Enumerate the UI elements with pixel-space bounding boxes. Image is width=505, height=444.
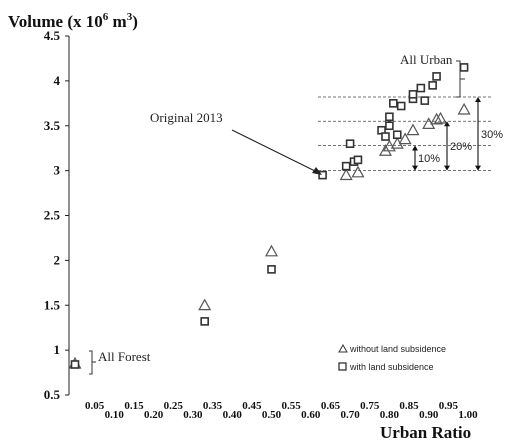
percent-label: 20% — [450, 141, 472, 153]
point-with-subsidence — [408, 90, 418, 99]
y-tick-label: 1.5 — [44, 297, 61, 312]
x-tick-label-lower: 0.20 — [144, 409, 164, 421]
x-tick-label-upper: 0.95 — [439, 400, 459, 412]
y-tick-label: 1 — [54, 342, 61, 357]
percent-brackets: 10% 20% 30% — [412, 97, 503, 171]
legend: without land subsidence with land subsid… — [338, 343, 446, 372]
x-tick-label-lower: 0.60 — [301, 409, 321, 421]
point-with-subsidence — [432, 72, 441, 81]
point-with-subsidence — [345, 139, 355, 148]
x-tick-label-lower: 0.80 — [380, 409, 400, 421]
x-tick-label-upper: 0.15 — [124, 400, 144, 412]
percent-arrow-head — [475, 165, 481, 171]
point-without-subsidence — [406, 123, 420, 136]
percent-label: 30% — [481, 129, 503, 141]
point-without-subsidence — [433, 111, 448, 124]
y-axis-label-unit: m — [108, 12, 126, 31]
point-with-subsidence — [416, 83, 426, 93]
legend-label-with: with land subsidence — [349, 362, 434, 372]
legend-triangle-marker — [338, 343, 348, 353]
point-without-subsidence — [351, 165, 365, 178]
y-ticks: 4.5 4 3.5 3 2.5 2 1.5 1 0.5 — [44, 28, 69, 402]
percent-label: 10% — [418, 153, 440, 165]
x-tick-label-upper: 0.35 — [203, 400, 223, 412]
y-axis-label-close: ) — [132, 12, 138, 31]
y-tick-label: 4.5 — [44, 28, 61, 43]
y-tick-label: 2.5 — [44, 208, 61, 223]
y-tick-label: 2 — [54, 252, 61, 267]
original-2013-label: Original 2013 — [150, 110, 223, 125]
point-with-subsidence — [396, 101, 406, 111]
y-axis-label-text: Volume (x 10 — [8, 12, 103, 31]
point-with-subsidence — [428, 81, 437, 90]
x-tick-label-upper: 0.65 — [321, 400, 341, 412]
all-forest-label: All Forest — [98, 349, 151, 364]
point-without-subsidence — [382, 139, 396, 152]
point-with-subsidence — [341, 161, 351, 171]
x-tick-label-upper: 0.55 — [282, 400, 302, 412]
point-with-subsidence — [353, 155, 363, 165]
y-tick-label: 0.5 — [44, 387, 61, 402]
point-with-subsidence — [385, 121, 394, 131]
data-points — [68, 63, 471, 369]
percent-arrow-head — [444, 165, 450, 171]
x-axis-label: Urban Ratio — [380, 423, 471, 442]
x-tick-label-lower: 0.30 — [183, 409, 203, 421]
point-with-subsidence — [200, 317, 209, 326]
x-tick-label-upper: 0.75 — [360, 400, 380, 412]
x-tick-label-upper: 0.05 — [85, 400, 105, 412]
x-tick-label-lower: 0.90 — [419, 409, 439, 421]
all-urban-label: All Urban — [400, 52, 453, 67]
all-urban-bracket — [456, 60, 465, 98]
point-with-subsidence — [459, 63, 469, 72]
reference-lines — [318, 96, 492, 172]
x-tick-label-lower: 0.10 — [105, 409, 125, 421]
point-with-subsidence — [267, 265, 276, 274]
original-annotation: Original 2013 — [150, 110, 322, 175]
percent-arrow-head — [412, 165, 418, 171]
x-tick-label-upper: 0.25 — [164, 400, 184, 412]
original-arrow — [231, 129, 318, 173]
point-with-subsidence — [389, 99, 398, 108]
y-axis-label-exp: 6 — [103, 11, 109, 23]
percent-arrow-head — [412, 145, 418, 151]
x-tick-label-lower: 0.50 — [262, 409, 282, 421]
point-with-subsidence — [385, 112, 394, 122]
y-tick-label: 3.5 — [44, 118, 61, 133]
all-forest-bracket — [89, 350, 96, 375]
point-with-subsidence — [318, 170, 327, 180]
y-axis-label-unit-exp: 3 — [127, 11, 133, 23]
percent-arrow-head — [475, 97, 481, 103]
legend-label-without: without land subsidence — [349, 344, 446, 354]
x-tick-label-upper: 0.85 — [399, 400, 419, 412]
point-with-subsidence — [70, 360, 80, 369]
point-without-subsidence — [457, 102, 471, 115]
all-urban-annotation: All Urban — [400, 52, 465, 98]
legend-square-marker — [338, 362, 347, 371]
y-tick-label: 4 — [54, 73, 61, 88]
svg-text:Volume (x 106 m3): Volume (x 106 m3) — [8, 11, 138, 31]
point-without-subsidence — [198, 298, 212, 311]
x-tick-label-lower: 0.70 — [340, 409, 360, 421]
point-with-subsidence — [392, 130, 402, 140]
original-arrowhead — [312, 167, 322, 175]
y-axis-label: Volume (x 106 m3) — [8, 11, 138, 31]
point-without-subsidence — [264, 244, 279, 257]
y-tick-label: 3 — [54, 163, 61, 178]
point-without-subsidence — [339, 168, 353, 181]
all-forest-annotation: All Forest — [89, 349, 151, 375]
point-with-subsidence — [420, 96, 430, 105]
point-with-subsidence — [381, 132, 390, 141]
point-without-subsidence — [398, 132, 412, 145]
percent-arrow-head — [444, 121, 450, 127]
x-tick-label-upper: 0.45 — [242, 400, 262, 412]
point-without-subsidence — [430, 112, 444, 125]
x-tick-label-lower: 1.00 — [458, 409, 478, 421]
x-tick-label-lower: 0.40 — [223, 409, 243, 421]
x-ticks: 0.05 0.15 0.25 0.35 0.45 0.55 0.65 0.75 0.85 0.95… — [85, 400, 478, 421]
